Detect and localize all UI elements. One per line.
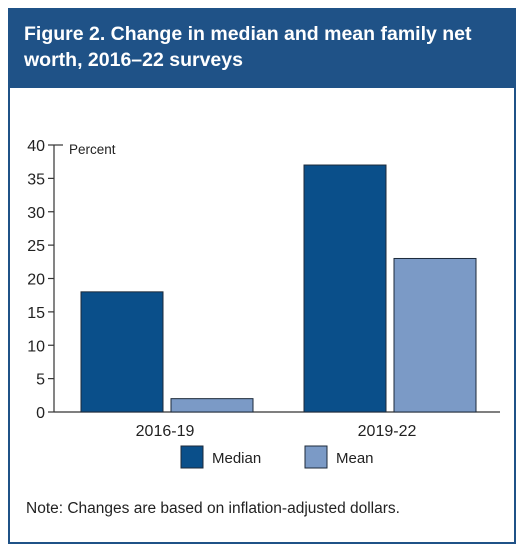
bar-mean-2019-22 — [393, 257, 477, 413]
figure-frame: Figure 2. Change in median and mean fami… — [8, 8, 516, 544]
legend-label-median: Median — [212, 450, 261, 467]
footnote: Note: Changes are based on inflation-adj… — [26, 500, 400, 517]
bar-median-2019-22 — [303, 164, 387, 413]
legend-swatch-mean — [304, 445, 328, 469]
y-tick-label: 25 — [27, 238, 45, 255]
figure-title: Figure 2. Change in median and mean fami… — [10, 10, 514, 88]
legend-label-mean: Mean — [336, 450, 374, 467]
y-tick-label: 40 — [27, 138, 45, 155]
y-tick-label: 0 — [36, 405, 45, 422]
y-ticks: 0 5 10 15 20 25 30 35 40 — [27, 138, 54, 422]
legend: Median Mean — [180, 445, 374, 469]
y-axis-label: Percent — [69, 142, 116, 157]
y-tick-label: 30 — [27, 205, 45, 222]
y-tick-label: 20 — [27, 272, 45, 289]
bar-median-2016-19 — [80, 291, 164, 413]
y-tick-label: 15 — [27, 305, 45, 322]
bars — [80, 164, 477, 413]
x-tick-label: 2019-22 — [358, 423, 417, 440]
y-tick-label: 35 — [27, 171, 45, 188]
y-tick-label: 10 — [27, 338, 45, 355]
legend-swatch-median — [180, 445, 204, 469]
x-tick-labels: 2016-19 2019-22 — [136, 423, 417, 440]
bar-mean-2016-19 — [170, 398, 254, 413]
y-tick-label: 5 — [36, 372, 45, 389]
x-tick-label: 2016-19 — [136, 423, 195, 440]
